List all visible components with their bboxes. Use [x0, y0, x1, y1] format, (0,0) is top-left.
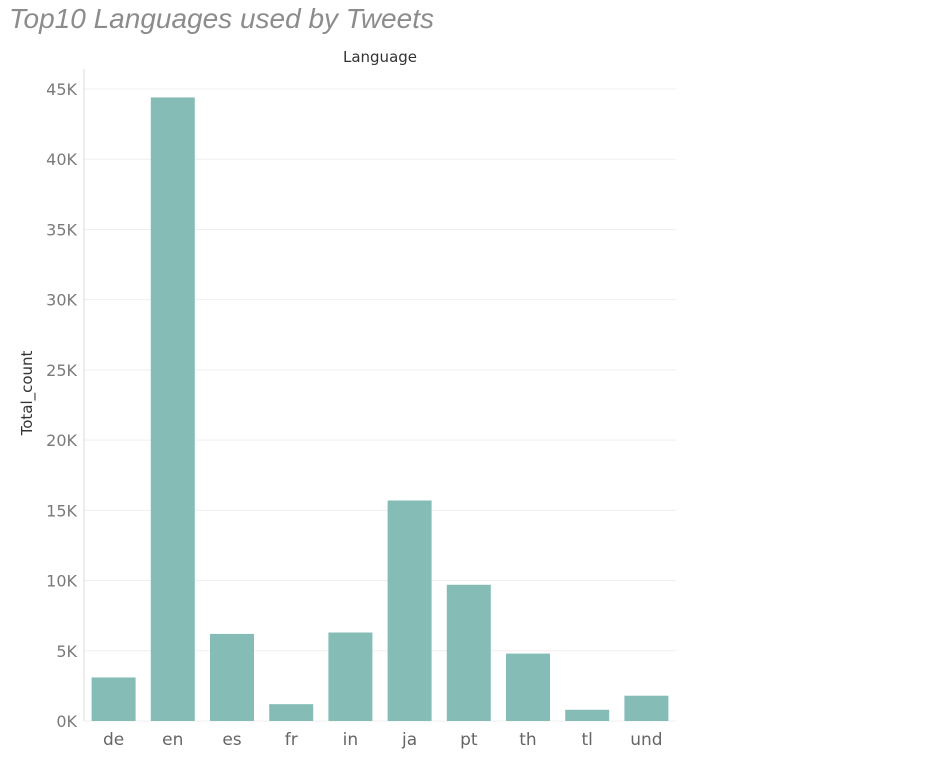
x-tick-label: th [519, 730, 536, 750]
x-tick-label: tl [582, 730, 593, 750]
y-tick-label: 0K [56, 712, 77, 731]
bar-und [624, 695, 669, 721]
bar-de [91, 677, 136, 721]
x-tick-label: in [343, 730, 359, 750]
y-tick-label: 20K [46, 431, 77, 450]
bar-es [210, 633, 254, 721]
x-axis-title: Language [343, 48, 417, 66]
y-tick-label: 5K [56, 642, 77, 661]
bar-th [506, 653, 550, 721]
x-tick-label: und [630, 730, 662, 750]
chart-title: Top10 Languages used by Tweets [9, 3, 434, 34]
y-axis-title: Total_count [18, 350, 37, 436]
y-tick-label: 40K [46, 150, 77, 169]
bar-ja [387, 500, 432, 721]
x-tick-label: es [222, 730, 241, 750]
y-tick-label: 45K [46, 80, 77, 99]
bar-pt [446, 584, 491, 721]
bar-fr [269, 704, 314, 721]
x-tick-label: de [103, 730, 124, 750]
x-tick-label: fr [285, 730, 298, 750]
x-tick-label: en [162, 730, 183, 750]
y-tick-label: 10K [46, 572, 77, 591]
x-tick-label: pt [460, 730, 478, 750]
bar-tl [565, 709, 610, 721]
x-tick-label: ja [401, 730, 417, 750]
y-tick-label: 25K [46, 361, 77, 380]
y-tick-label: 35K [46, 220, 77, 239]
bar-en [150, 97, 195, 722]
bar-in [328, 632, 373, 721]
y-tick-label: 15K [46, 501, 77, 520]
y-tick-label: 30K [46, 291, 77, 310]
